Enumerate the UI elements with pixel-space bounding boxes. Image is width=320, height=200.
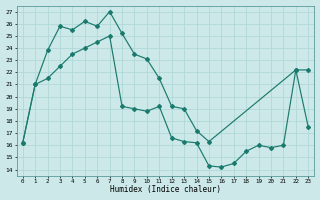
X-axis label: Humidex (Indice chaleur): Humidex (Indice chaleur) bbox=[110, 185, 221, 194]
